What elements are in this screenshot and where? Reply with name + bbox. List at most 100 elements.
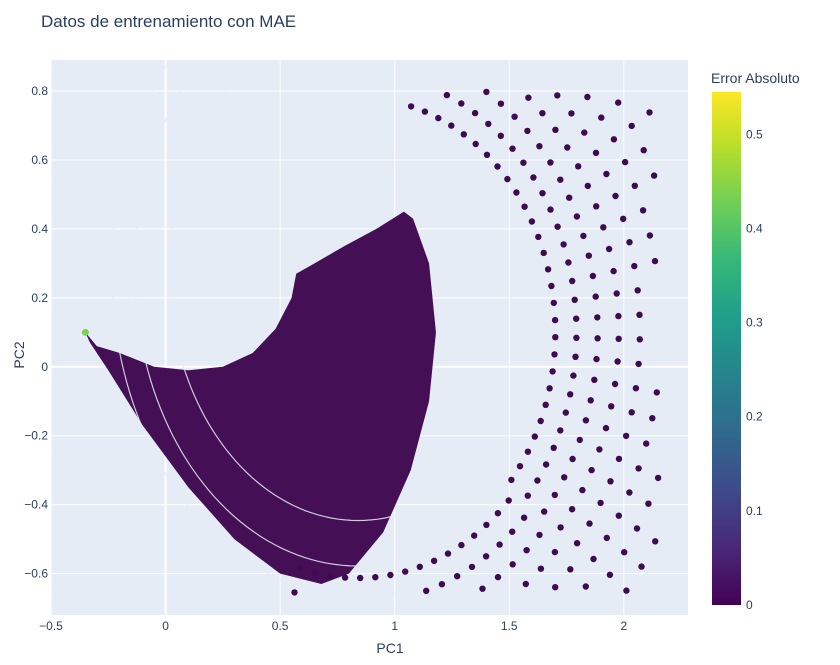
data-point — [482, 553, 490, 560]
data-point — [611, 380, 619, 388]
data-point — [483, 151, 491, 158]
data-point — [586, 520, 593, 527]
data-point — [573, 540, 581, 547]
data-point — [524, 448, 532, 455]
data-point — [588, 466, 595, 474]
data-point — [614, 358, 621, 365]
data-point — [550, 299, 557, 307]
data-point — [542, 461, 550, 468]
data-point — [407, 103, 415, 110]
data-point — [551, 548, 559, 556]
data-point — [520, 514, 528, 521]
data-point — [494, 573, 502, 581]
separator-arc — [133, 60, 435, 567]
x-tick-label: 2 — [620, 619, 627, 633]
data-point — [620, 215, 627, 222]
data-point — [508, 476, 515, 484]
data-point — [573, 213, 581, 220]
data-point — [509, 528, 516, 535]
data-point — [513, 189, 520, 196]
data-point — [421, 108, 429, 115]
data-point — [423, 587, 430, 594]
data-point — [546, 385, 553, 392]
data-point — [576, 436, 583, 444]
data-point — [372, 574, 379, 581]
data-point — [600, 224, 607, 231]
data-point — [597, 499, 604, 507]
data-point — [626, 489, 633, 496]
data-point — [631, 182, 638, 189]
data-point — [582, 583, 589, 590]
data-point — [602, 424, 610, 432]
data-point — [635, 465, 642, 472]
data-point — [402, 568, 409, 575]
data-point — [567, 566, 574, 573]
data-point — [536, 531, 543, 539]
colorbar-tick-label: 0.4 — [746, 221, 763, 235]
data-point — [593, 355, 600, 363]
data-point — [646, 232, 654, 239]
data-point — [539, 190, 546, 197]
data-point — [497, 100, 505, 107]
data-point — [565, 259, 572, 266]
data-point — [633, 525, 641, 532]
data-point — [631, 262, 638, 270]
data-point — [297, 565, 304, 572]
data-point — [582, 417, 590, 424]
data-point — [357, 574, 364, 582]
data-point — [458, 541, 465, 549]
data-point — [579, 486, 586, 494]
data-point — [564, 144, 571, 151]
colorbar-ticks: 0 0.1 0.2 0.3 0.4 0.5 — [746, 127, 763, 612]
data-point — [444, 550, 452, 557]
data-point — [536, 143, 543, 150]
y-tick-label: 0 — [41, 360, 48, 374]
data-point — [557, 176, 564, 183]
x-tick-label: −0.5 — [39, 619, 63, 633]
data-point — [435, 114, 442, 122]
y-tick-label: 0.2 — [31, 291, 48, 305]
data-point — [651, 257, 659, 265]
data-point — [549, 368, 556, 375]
data-point — [610, 267, 617, 275]
separator-arc — [111, 60, 443, 598]
data-point — [552, 126, 559, 133]
data-point — [548, 282, 555, 290]
data-point — [654, 474, 662, 482]
data-point — [623, 587, 630, 594]
y-tick-label: −0.2 — [24, 429, 48, 443]
data-point — [554, 92, 561, 99]
data-point — [591, 376, 598, 383]
data-point — [494, 163, 501, 170]
data-point — [547, 206, 554, 213]
data-point — [541, 508, 548, 515]
data-point — [483, 521, 490, 529]
data-point — [534, 477, 541, 484]
data-point — [540, 249, 547, 257]
data-point — [505, 497, 512, 504]
x-tick-label: 0.5 — [272, 619, 289, 633]
data-point — [590, 555, 597, 563]
data-point — [326, 572, 334, 579]
data-point — [635, 360, 642, 368]
data-point — [569, 455, 576, 463]
data-point — [291, 589, 298, 596]
data-point — [521, 203, 528, 210]
colorbar: Error Absoluto 0 0.1 0.2 0.3 0.4 0.5 — [711, 70, 800, 612]
data-point — [552, 334, 559, 341]
data-point — [537, 565, 545, 572]
data-point — [535, 233, 542, 241]
data-point — [639, 207, 647, 214]
data-point — [610, 136, 618, 143]
y-tick-label: 0.4 — [31, 222, 48, 236]
data-point — [608, 403, 615, 410]
data-point — [603, 534, 610, 542]
data-point — [596, 446, 603, 453]
data-point — [622, 432, 630, 440]
data-point — [524, 127, 531, 135]
data-point — [525, 94, 532, 101]
data-point — [509, 145, 516, 152]
data-point — [554, 223, 561, 230]
data-point — [522, 580, 529, 588]
